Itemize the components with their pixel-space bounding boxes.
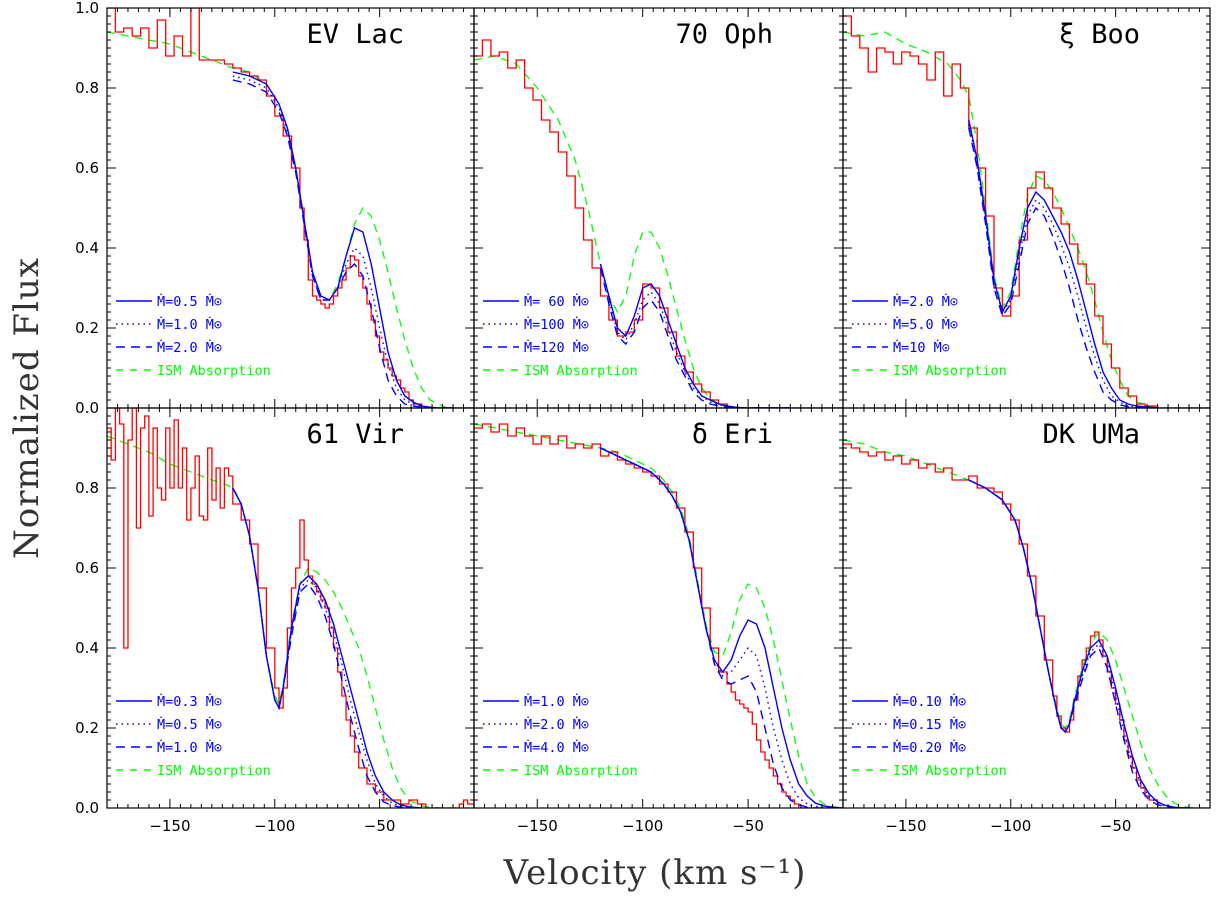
panel-1-ism-absorption-line bbox=[107, 31, 474, 408]
panel-5-model3-line bbox=[600, 447, 843, 808]
panel-3-plot-area bbox=[843, 15, 1210, 408]
panel-6-legend: Ṁ=0.10 Ṁ⊙ Ṁ=0.15 Ṁ⊙ Ṁ=0.20 Ṁ⊙ ISM Absorptio… bbox=[852, 692, 1007, 779]
y-tick-label: 1.0 bbox=[75, 0, 99, 17]
panel-4-title: 61 Vir bbox=[306, 419, 404, 450]
panel-5-legend-label: ISM Absorption bbox=[524, 763, 638, 779]
panel-4-model3-line bbox=[232, 487, 422, 808]
panel-1-model1-line bbox=[232, 71, 453, 408]
panel-2-legend-label: Ṁ=100 Ṁ⊙ bbox=[524, 315, 589, 333]
panel-3-model1-line bbox=[968, 119, 1158, 408]
panel-2-title: 70 Oph bbox=[675, 19, 773, 50]
panel-5-legend-label: Ṁ=2.0 Ṁ⊙ bbox=[524, 715, 589, 733]
x-tick-label: −50 bbox=[1100, 817, 1132, 835]
panel-6-model1-line bbox=[968, 479, 1189, 808]
y-tick-label: 0.0 bbox=[75, 799, 99, 817]
panel-3-data-histogram bbox=[843, 15, 1210, 408]
panel-1-model2-line bbox=[232, 75, 453, 408]
panel-3-legend: Ṁ=2.0 Ṁ⊙ Ṁ=5.0 Ṁ⊙ Ṁ=10 Ṁ⊙ ISM Absorption bbox=[852, 292, 1007, 379]
x-tick-label: −150 bbox=[517, 817, 558, 835]
panel-2: 70 Oph Ṁ= 60 Ṁ⊙ Ṁ=100 Ṁ⊙ Ṁ=120 Ṁ⊙ ISM Absorp… bbox=[473, 7, 844, 409]
y-tick-label: 0.6 bbox=[75, 559, 99, 577]
panel-4-model2-line bbox=[232, 487, 422, 808]
x-tick-label: −50 bbox=[732, 817, 764, 835]
x-tick-label: −100 bbox=[254, 817, 295, 835]
panel-3-legend-label: Ṁ=10 Ṁ⊙ bbox=[893, 338, 950, 356]
panel-1-legend-label: Ṁ=0.5 Ṁ⊙ bbox=[157, 292, 222, 310]
panel-5-model2-line bbox=[600, 447, 843, 808]
panel-1-title: EV Lac bbox=[306, 19, 404, 50]
panel-6-legend-label: ISM Absorption bbox=[893, 763, 1007, 779]
y-tick-label: 0.2 bbox=[75, 719, 99, 737]
panel-6-model3-line bbox=[968, 479, 1189, 808]
panel-3: ξ Boo Ṁ=2.0 Ṁ⊙ Ṁ=5.0 Ṁ⊙ Ṁ=10 Ṁ⊙ ISM Absorpti… bbox=[842, 7, 1211, 409]
y-tick-label: 0.6 bbox=[75, 159, 99, 177]
panel-1-legend-label: Ṁ=1.0 Ṁ⊙ bbox=[157, 315, 222, 333]
panel-1: 0.0 0.2 0.4 0.6 0.8 1.0 EV Lac Ṁ=0.5 Ṁ⊙ Ṁ=1.0 Ṁ⊙… bbox=[75, 0, 475, 417]
y-tick-label: 0.8 bbox=[75, 79, 99, 97]
panel-4-plot-area bbox=[107, 408, 474, 808]
panel-3-model3-line bbox=[968, 127, 1158, 408]
y-tick-label: 0.4 bbox=[75, 239, 99, 257]
panel-4-ism-absorption-line bbox=[107, 435, 474, 808]
panel-2-legend-label: Ṁ=120 Ṁ⊙ bbox=[524, 338, 589, 356]
y-tick-label: 0.2 bbox=[75, 319, 99, 337]
panel-6-legend-label: Ṁ=0.15 Ṁ⊙ bbox=[893, 715, 966, 733]
panel-2-legend-label: ISM Absorption bbox=[524, 363, 638, 379]
y-tick-label: 0.8 bbox=[75, 479, 99, 497]
panel-5-legend-label: Ṁ=4.0 Ṁ⊙ bbox=[524, 738, 589, 756]
x-axis-label: Velocity (km s⁻¹) bbox=[503, 853, 807, 893]
panel-2-model3-line bbox=[599, 267, 791, 408]
panel-6-legend-label: Ṁ=0.10 Ṁ⊙ bbox=[893, 692, 966, 710]
y-tick-label: 0.4 bbox=[75, 639, 99, 657]
panel-6-plot-area bbox=[843, 439, 1210, 808]
panel-2-ism-absorption-line bbox=[474, 55, 843, 408]
panel-6-model2-line bbox=[968, 479, 1189, 808]
panel-4-legend-label: Ṁ=0.5 Ṁ⊙ bbox=[157, 715, 222, 733]
panel-5-model1-line bbox=[600, 447, 843, 808]
x-tick-label: −150 bbox=[885, 817, 926, 835]
panel-5: −150 −100 −50 δ Eri Ṁ=1.0 Ṁ⊙ Ṁ=2.0 Ṁ⊙ Ṁ=4.0 Ṁ⊙… bbox=[473, 407, 844, 835]
x-tick-label: −50 bbox=[364, 817, 396, 835]
panels: 0.0 0.2 0.4 0.6 0.8 1.0 EV Lac Ṁ=0.5 Ṁ⊙ Ṁ=1.0 Ṁ⊙… bbox=[75, 0, 1211, 835]
x-tick-label: −150 bbox=[149, 817, 190, 835]
panel-6: −150 −100 −50 DK UMa Ṁ=0.10 Ṁ⊙ Ṁ=0.15 Ṁ⊙ Ṁ=0.2… bbox=[842, 407, 1211, 835]
panel-3-legend-label: Ṁ=2.0 Ṁ⊙ bbox=[893, 292, 958, 310]
x-tick-label: −100 bbox=[990, 817, 1031, 835]
panel-5-legend: Ṁ=1.0 Ṁ⊙ Ṁ=2.0 Ṁ⊙ Ṁ=4.0 Ṁ⊙ ISM Absorption bbox=[483, 692, 638, 779]
panel-4-data-histogram bbox=[107, 408, 474, 808]
panel-5-title: δ Eri bbox=[692, 419, 773, 450]
panel-2-model1-line bbox=[599, 263, 791, 408]
panel-5-data-histogram bbox=[474, 423, 843, 808]
panel-1-legend: Ṁ=0.5 Ṁ⊙ Ṁ=1.0 Ṁ⊙ Ṁ=2.0 Ṁ⊙ ISM Absorption bbox=[116, 292, 271, 379]
panel-4: 0.0 0.2 0.4 0.6 0.8 −150 −100 −50 61 Vir Ṁ=0.3 Ṁ⊙… bbox=[75, 407, 475, 835]
panel-1-legend-label: Ṁ=2.0 Ṁ⊙ bbox=[157, 338, 222, 356]
panel-2-legend: Ṁ= 60 Ṁ⊙ Ṁ=100 Ṁ⊙ Ṁ=120 Ṁ⊙ ISM Absorption bbox=[483, 292, 638, 379]
panel-3-legend-label: Ṁ=5.0 Ṁ⊙ bbox=[893, 315, 958, 333]
y-axis-label: Normalized Flux bbox=[7, 257, 47, 559]
x-tick-label: −100 bbox=[622, 817, 663, 835]
panel-4-model1-line bbox=[232, 487, 422, 808]
panel-5-plot-area bbox=[474, 423, 843, 808]
panel-1-model3-line bbox=[232, 79, 453, 408]
panel-1-data-histogram bbox=[107, 8, 474, 408]
panel-6-legend-label: Ṁ=0.20 Ṁ⊙ bbox=[893, 738, 966, 756]
panel-4-legend-label: Ṁ=1.0 Ṁ⊙ bbox=[157, 738, 222, 756]
panel-4-legend: Ṁ=0.3 Ṁ⊙ Ṁ=0.5 Ṁ⊙ Ṁ=1.0 Ṁ⊙ ISM Absorption bbox=[116, 692, 271, 779]
panel-3-legend-label: ISM Absorption bbox=[893, 363, 1007, 379]
y-tick-label: 0.0 bbox=[75, 399, 99, 417]
panel-1-legend-label: ISM Absorption bbox=[157, 363, 271, 379]
panel-4-legend-label: Ṁ=0.3 Ṁ⊙ bbox=[157, 692, 222, 710]
panel-6-title: DK UMa bbox=[1042, 419, 1140, 450]
panel-2-legend-label: Ṁ= 60 Ṁ⊙ bbox=[524, 292, 589, 310]
panel-4-legend-label: ISM Absorption bbox=[157, 763, 271, 779]
panel-5-legend-label: Ṁ=1.0 Ṁ⊙ bbox=[524, 692, 589, 710]
panel-3-title: ξ Boo bbox=[1059, 19, 1140, 50]
